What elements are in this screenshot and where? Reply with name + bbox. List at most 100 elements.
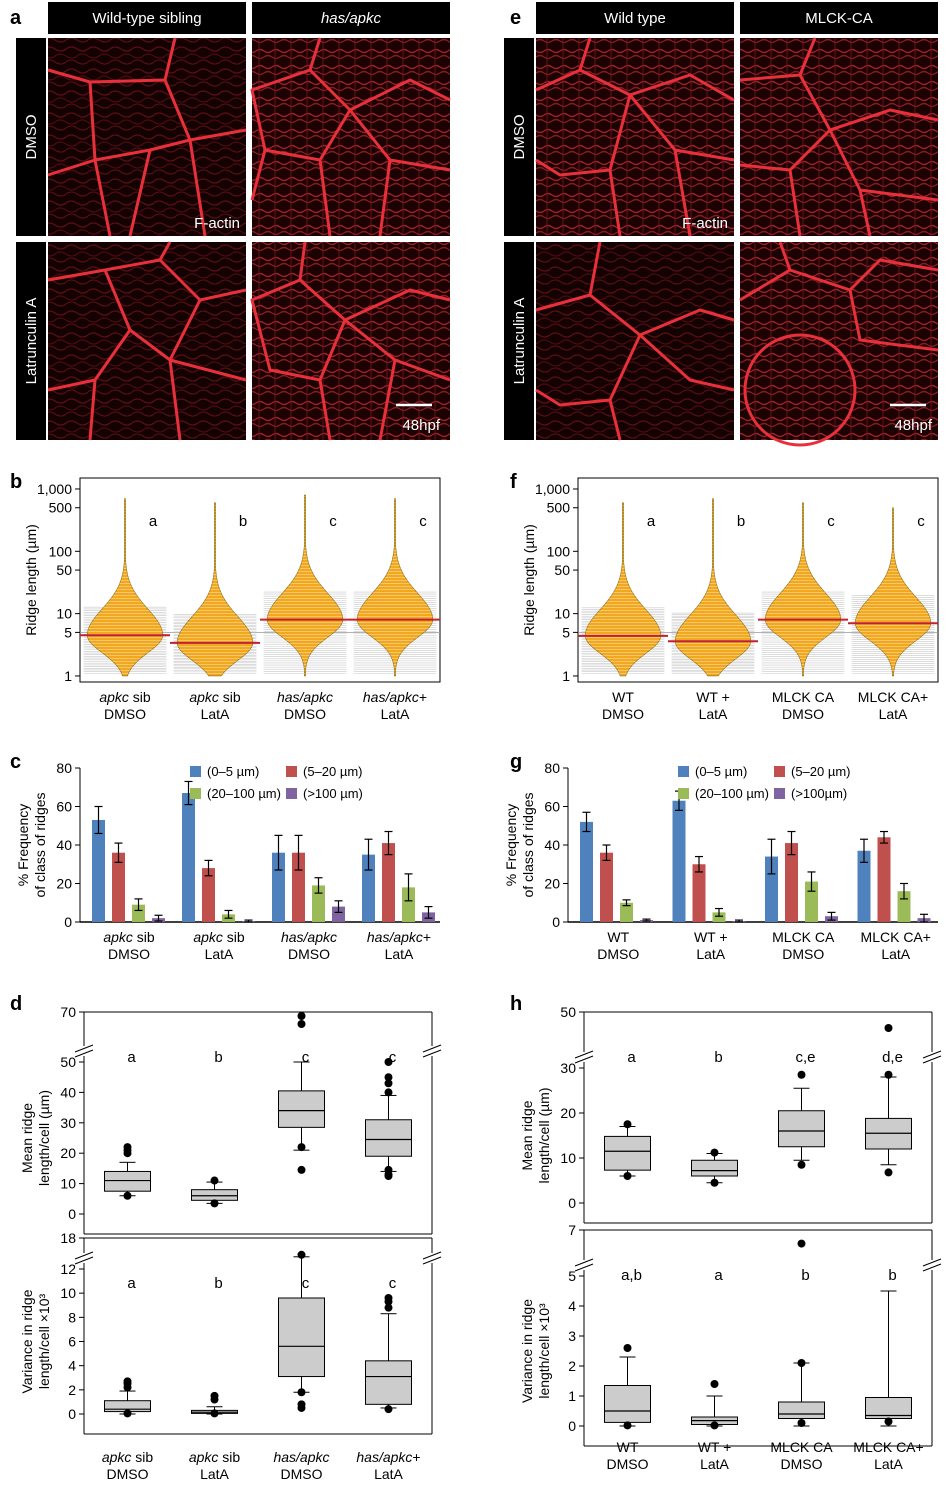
- y-axis-label: Variance in ridge: [519, 1299, 535, 1403]
- significance-letter: a: [627, 1049, 636, 1066]
- significance-letter: a: [127, 1275, 136, 1292]
- violin-texture: [585, 502, 661, 676]
- outlier-point: [797, 1160, 806, 1169]
- significance-letter: c: [389, 1049, 397, 1066]
- bar: [112, 852, 125, 922]
- cell-boundaries: [535, 37, 735, 237]
- outlier-point: [384, 1088, 393, 1097]
- cell-boundaries: [47, 37, 247, 237]
- axis-break: [422, 1251, 442, 1260]
- micrograph-panel-a: Wild-type sibling has/apkc DMSO Latruncu…: [16, 2, 451, 441]
- category-label: LatA: [879, 706, 908, 722]
- outlier-point: [123, 1143, 132, 1152]
- y-axis-label: Ridge length (µm): [521, 524, 537, 636]
- violin-texture: [855, 507, 931, 676]
- panel-letter-c: c: [10, 751, 21, 773]
- y-tick-label: 2: [568, 1358, 576, 1374]
- category-label: DMSO: [607, 1456, 649, 1472]
- category-label: DMSO: [284, 706, 326, 722]
- category-label: WT: [612, 689, 634, 705]
- category-label: has/apkc+: [367, 929, 431, 945]
- micrograph-image: [740, 242, 938, 440]
- outlier-point: [297, 1012, 306, 1020]
- bar: [92, 819, 105, 922]
- axis-break: [574, 1055, 594, 1064]
- outlier-point: [710, 1178, 719, 1187]
- box-group: [365, 1294, 412, 1414]
- legend-label: (20–100 µm): [207, 786, 281, 801]
- violin-group: [170, 502, 260, 677]
- bar: [362, 854, 375, 922]
- category-label: DMSO: [782, 706, 824, 722]
- y-axis-label: length/cell (µm): [36, 1090, 52, 1186]
- box: [278, 1297, 325, 1378]
- outlier-point: [797, 1070, 806, 1079]
- axis-break: [422, 1256, 442, 1265]
- category-label: MLCK CA: [772, 929, 835, 945]
- outlier-point: [123, 1409, 132, 1418]
- y-axis-label: length/cell ×10³: [36, 1293, 52, 1389]
- box: [365, 1360, 412, 1405]
- category-label: LatA: [696, 946, 725, 962]
- y-tick-label: 10: [60, 1176, 76, 1192]
- category-label: LatA: [874, 1456, 903, 1472]
- legend-label: (20–100 µm): [695, 786, 769, 801]
- y-tick-label: 7: [568, 1222, 576, 1238]
- significance-letter: a: [149, 513, 158, 530]
- category-label: WT +: [696, 689, 730, 705]
- significance-letter: b: [737, 513, 745, 530]
- box: [365, 1119, 412, 1157]
- y-tick-label: 1,000: [535, 481, 570, 497]
- category-label: WT: [617, 1439, 639, 1455]
- legend-label: (0–5 µm): [695, 764, 747, 779]
- significance-letter: b: [801, 1267, 809, 1284]
- violin-group: [758, 502, 848, 677]
- bar: [132, 904, 145, 922]
- axis-break: [74, 1049, 94, 1058]
- category-label: DMSO: [107, 1466, 149, 1482]
- box: [104, 1170, 151, 1192]
- y-tick-label: 50: [60, 1054, 76, 1070]
- axis-break-mask: [924, 1052, 940, 1062]
- outlier-point: [210, 1391, 219, 1400]
- y-axis-label: Ridge length (µm): [23, 524, 39, 636]
- axis-break: [922, 1263, 942, 1272]
- axis-break-mask: [576, 1260, 592, 1270]
- row-header-bg: [16, 242, 46, 440]
- box-group: [778, 1239, 825, 1427]
- category-label: LatA: [881, 946, 910, 962]
- plot-frame: [79, 477, 441, 683]
- row-header: Latrunculin A: [511, 298, 528, 385]
- category-label: LatA: [700, 1456, 729, 1472]
- plot-frame: [577, 477, 939, 683]
- outlier-point: [797, 1419, 806, 1427]
- y-tick-label: 4: [68, 1358, 76, 1374]
- category-label: LatA: [385, 946, 414, 962]
- outlier-point: [710, 1148, 719, 1157]
- y-tick-label: 18: [60, 1230, 76, 1246]
- axis-break-mask: [576, 1052, 592, 1062]
- outlier-point: [797, 1359, 806, 1367]
- axis-break: [922, 1258, 942, 1267]
- y-tick-label: 30: [60, 1115, 76, 1131]
- violin-texture: [765, 502, 841, 676]
- outlier-point: [123, 1377, 132, 1386]
- col-header: Wild-type sibling: [92, 10, 201, 27]
- y-tick-label: 40: [60, 1084, 76, 1100]
- outlier-point: [884, 1070, 893, 1079]
- axis-break: [574, 1263, 594, 1272]
- y-axis-label: Variance in ridge: [19, 1289, 35, 1393]
- legend-label: (>100 µm): [303, 786, 363, 801]
- box: [604, 1385, 651, 1423]
- legend-swatch: [190, 766, 201, 777]
- outlier-point: [210, 1409, 219, 1418]
- outlier-point: [297, 1020, 306, 1028]
- category-label: WT +: [694, 929, 728, 945]
- category-label: DMSO: [288, 946, 330, 962]
- panel-letter-h: h: [510, 993, 522, 1015]
- axis-break: [74, 1251, 94, 1260]
- category-label: MLCK CA+: [861, 929, 931, 945]
- y-tick-label: 60: [56, 799, 72, 815]
- bar: [785, 843, 798, 922]
- category-label: apkc sib: [102, 1449, 154, 1465]
